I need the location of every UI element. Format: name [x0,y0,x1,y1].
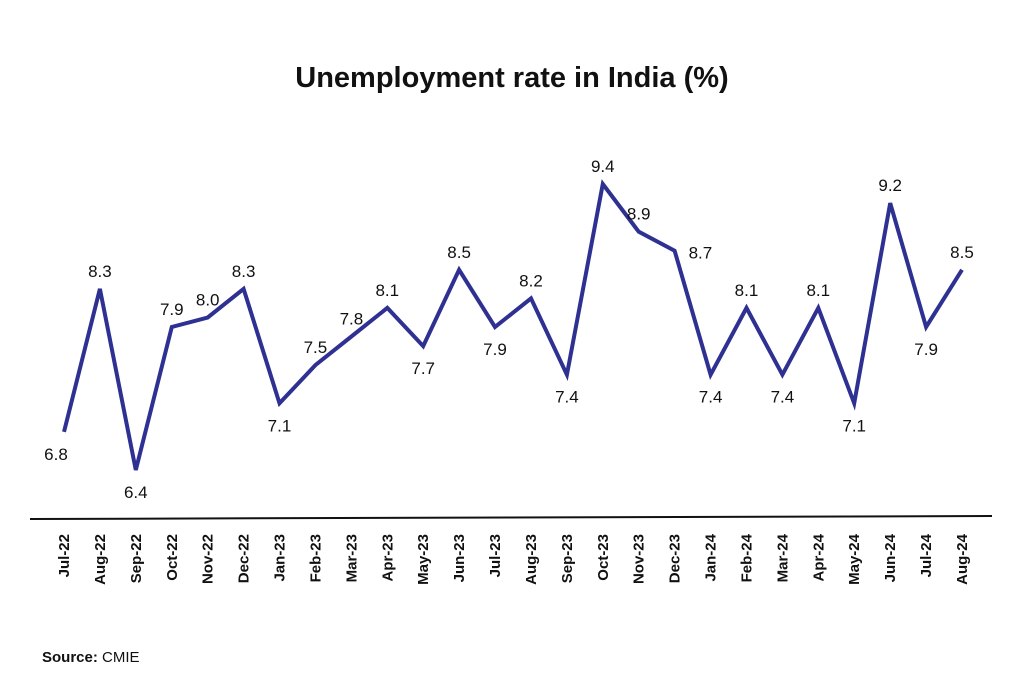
x-tick-label: Jul-22 [56,534,73,577]
x-tick-label: Nov-23 [631,534,648,584]
data-label: 6.4 [124,483,148,502]
data-label: 8.1 [735,281,759,300]
data-label: 7.4 [771,388,795,407]
source-note: Source: CMIE [42,649,140,666]
x-tick-label: Jan-24 [703,533,720,581]
data-label: 8.3 [232,262,256,281]
x-tick-label: Nov-22 [200,534,217,584]
x-tick-label: Sep-22 [128,534,145,583]
data-label: 7.9 [483,340,507,359]
data-label: 9.2 [878,176,902,195]
x-tick-label: May-23 [415,534,432,585]
x-tick-label: Jul-24 [918,533,935,577]
data-labels: 6.8 8.3 6.4 7.9 8.0 8.3 7.1 7.5 7.8 8.1 7.7 8.5 7.9 8… [44,157,974,502]
source-label: Source: [42,649,98,666]
data-label: 8.1 [806,281,830,300]
x-tick-label: Oct-23 [595,534,612,581]
series-line [62,179,964,471]
data-label: 7.4 [699,388,723,407]
x-tick-label: Feb-23 [307,534,324,582]
x-tick-label: Mar-23 [343,534,360,582]
data-label: 7.9 [914,340,938,359]
x-tick-label: Aug-24 [954,533,971,584]
x-tick-label: Apr-24 [810,533,827,581]
data-label: 8.2 [519,271,543,290]
data-label: 7.8 [340,310,364,329]
data-label: 7.5 [304,338,328,357]
data-label: 8.9 [627,205,651,224]
data-label: 7.1 [842,416,866,435]
data-label: 8.5 [950,243,974,262]
x-tick-label: Oct-22 [164,534,181,581]
x-tick-label: Jun-24 [882,533,899,582]
x-tick-label: Aug-22 [92,534,109,585]
data-label: 6.8 [44,445,68,464]
data-label: 8.5 [447,243,471,262]
x-tick-label: Jul-23 [487,534,504,577]
x-tick-labels: Jul-22 Aug-22 Sep-22 Oct-22 Nov-22 Dec-22 Jan-… [56,533,971,585]
x-tick-label: Sep-23 [559,534,576,583]
x-tick-label: Dec-23 [667,534,684,583]
x-tick-label: Dec-22 [236,534,253,583]
x-tick-label: Mar-24 [774,533,791,582]
x-tick-label: Feb-24 [739,533,756,582]
data-label: 7.1 [268,416,292,435]
data-label: 8.0 [196,291,220,310]
chart-title: Unemployment rate in India (%) [295,62,729,94]
x-tick-label: Aug-23 [523,534,540,585]
data-label: 7.9 [160,300,184,319]
source-value: CMIE [102,649,140,666]
x-axis-line [29,515,993,520]
data-label: 8.3 [88,262,112,281]
x-tick-label: Apr-23 [379,534,396,582]
x-tick-label: Jun-23 [451,534,468,582]
data-label: 7.4 [555,388,579,407]
x-tick-label: Jan-23 [272,534,289,582]
data-label: 7.7 [411,359,435,378]
series-group [62,179,964,471]
data-label: 9.4 [591,157,615,176]
data-label: 8.7 [689,244,713,263]
x-tick-label: May-24 [846,533,863,585]
data-label: 8.1 [375,281,399,300]
